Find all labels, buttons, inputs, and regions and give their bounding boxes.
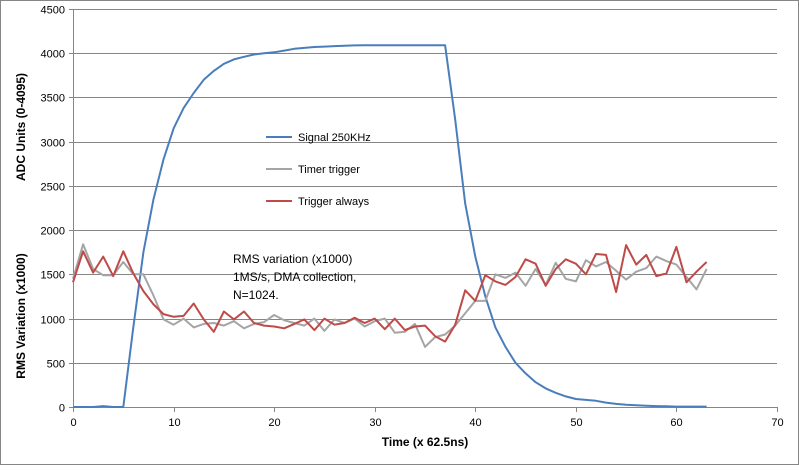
y-tick-label: 4000 bbox=[41, 49, 65, 61]
series-lines bbox=[72, 44, 708, 408]
y-tick-label: 4500 bbox=[41, 5, 65, 17]
x-tick-label: 0 bbox=[70, 417, 76, 429]
y-tick-label: 1000 bbox=[41, 315, 65, 327]
series-line-1 bbox=[73, 44, 707, 408]
y-tick-label: 0 bbox=[59, 403, 65, 415]
x-tick-label: 10 bbox=[168, 417, 180, 429]
axes: 0 500 1000 1500 2000 2500 3000 3500 4000 4500 0 10 2… bbox=[14, 5, 784, 450]
x-tick-label: 40 bbox=[469, 417, 481, 429]
y-axis-title-secondary: RMS Variation (x1000) bbox=[14, 253, 28, 378]
legend-label: Trigger always bbox=[298, 196, 370, 208]
annotation-line: N=1024. bbox=[233, 288, 279, 302]
legend: Signal 250KHz Timer trigger Trigger always bbox=[266, 132, 371, 208]
y-axis-title: ADC Units (0-4095) bbox=[14, 73, 28, 181]
legend-label: Signal 250KHz bbox=[298, 132, 371, 144]
x-tick-label: 70 bbox=[771, 417, 783, 429]
y-tick-label: 2500 bbox=[41, 182, 65, 194]
legend-label: Timer trigger bbox=[298, 164, 360, 176]
x-tick-label: 60 bbox=[670, 417, 682, 429]
y-tick-label: 500 bbox=[47, 359, 65, 371]
x-tick-label: 20 bbox=[268, 417, 280, 429]
x-axis-title: Time (x 62.5ns) bbox=[382, 435, 468, 449]
y-tick-label: 3500 bbox=[41, 93, 65, 105]
x-tick-label: 30 bbox=[369, 417, 381, 429]
x-tick-label: 50 bbox=[570, 417, 582, 429]
series-line-3 bbox=[72, 244, 708, 343]
y-tick-label: 1500 bbox=[41, 270, 65, 282]
annotation: RMS variation (x1000) 1MS/s, DMA collecti… bbox=[233, 252, 356, 302]
y-tick-label: 2000 bbox=[41, 226, 65, 238]
series-line-2 bbox=[72, 243, 708, 348]
annotation-line: RMS variation (x1000) bbox=[233, 252, 352, 266]
annotation-line: 1MS/s, DMA collection, bbox=[233, 270, 356, 284]
y-tick-label: 3000 bbox=[41, 138, 65, 150]
